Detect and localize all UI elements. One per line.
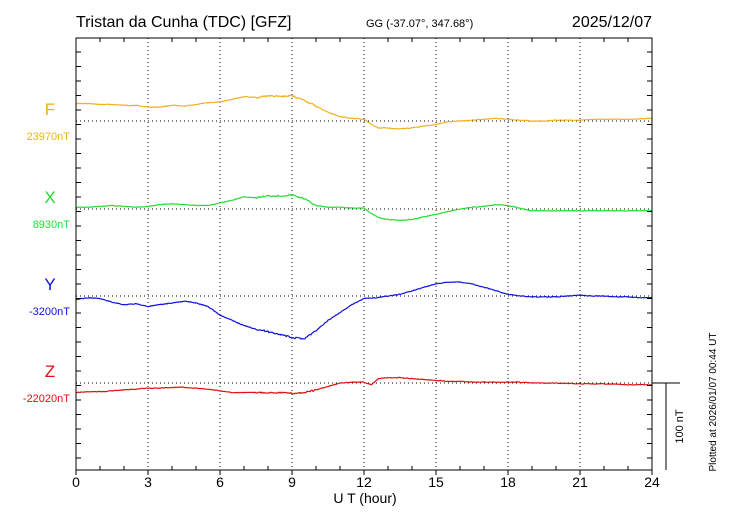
x-axis-label: U T (hour) — [333, 490, 396, 506]
series-baseline-z: -22020nT — [23, 393, 70, 405]
station-title: Tristan da Cunha (TDC) [GFZ] — [76, 14, 291, 31]
series-baseline-y: -3200nT — [29, 306, 70, 318]
series-labels: F 23970nT X 8930nT Y -3200nT Z -22020nT — [23, 100, 70, 405]
axis-ticks: 0 3 6 9 12 15 18 21 24 100 nT — [72, 38, 686, 490]
x-tick-label: 9 — [288, 474, 296, 490]
x-tick-label: 18 — [500, 474, 516, 490]
series-baseline-f: 23970nT — [27, 131, 71, 143]
series-name-x: X — [44, 188, 55, 207]
series-line-f — [76, 94, 653, 130]
x-tick-label: 6 — [216, 474, 224, 490]
series-name-y: Y — [44, 275, 55, 294]
x-tick-label: 21 — [572, 474, 588, 490]
x-tick-label: 24 — [644, 474, 660, 490]
grid — [76, 38, 652, 470]
scale-bar-label: 100 nT — [674, 409, 686, 444]
plotted-at-note: Plotted at 2026/01/07 00:44 UT — [708, 333, 719, 472]
series-line-x — [75, 194, 652, 222]
series-name-f: F — [45, 100, 55, 119]
x-tick-label: 12 — [356, 474, 372, 490]
series-traces — [75, 94, 653, 395]
series-baseline-x: 8930nT — [33, 219, 71, 231]
x-tick-label: 0 — [72, 474, 80, 490]
plot-date: 2025/12/07 — [572, 14, 652, 31]
x-tick-label: 15 — [428, 474, 444, 490]
series-line-z — [76, 376, 653, 395]
station-coordinates: GG (-37.07°, 347.68°) — [366, 18, 473, 30]
series-name-z: Z — [45, 362, 55, 381]
series-line-y — [75, 281, 653, 340]
x-tick-label: 3 — [144, 474, 152, 490]
